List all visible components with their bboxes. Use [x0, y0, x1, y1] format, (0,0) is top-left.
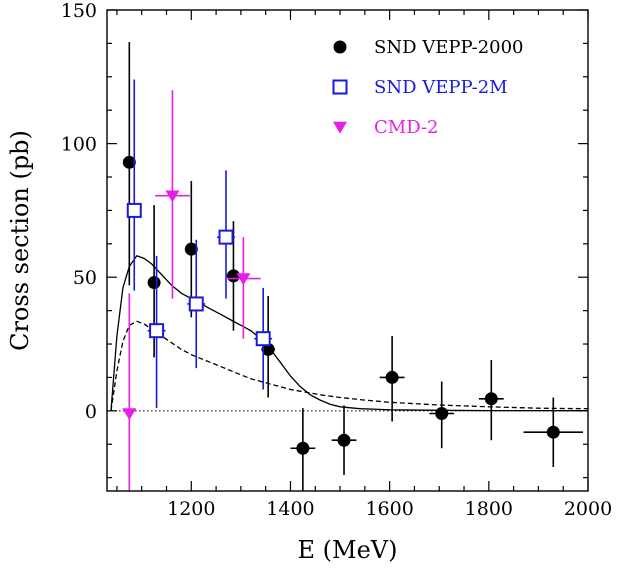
- series-2: [122, 90, 261, 491]
- x-tick-label: 1200: [167, 498, 215, 520]
- data-point: [484, 392, 498, 406]
- plot-frame: [106, 9, 589, 492]
- data-point: [296, 441, 310, 455]
- curve-solid: [110, 255, 589, 412]
- data-point: [236, 273, 251, 286]
- axes: 0 50 100 150 1200 1400 1600 1800 2000 E (MeV) Cros…: [6, 0, 612, 564]
- data-point: [218, 229, 234, 245]
- legend-marker: [333, 40, 347, 54]
- legend: SND VEPP-2000 SND VEPP-2M CMD-2: [332, 37, 524, 138]
- x-tick-label: 2000: [564, 498, 612, 520]
- legend-marker: [333, 121, 347, 134]
- legend-label: SND VEPP-2000: [374, 37, 524, 58]
- x-tick-label: 1600: [365, 498, 413, 520]
- legend-label: SND VEPP-2M: [374, 77, 508, 98]
- data-point: [435, 407, 449, 421]
- series-0: [122, 42, 584, 491]
- data-point: [165, 190, 180, 203]
- data-point: [149, 323, 165, 339]
- data-point: [184, 242, 198, 256]
- curve-dashed: [110, 320, 589, 411]
- data-point: [122, 155, 136, 169]
- plot-area: [107, 42, 589, 491]
- data-point: [122, 408, 137, 421]
- data-point: [385, 370, 399, 384]
- series-1: [126, 79, 273, 409]
- data-point: [255, 331, 271, 347]
- y-tick-label: 50: [73, 267, 97, 289]
- data-point: [188, 296, 204, 312]
- legend-marker: [332, 79, 348, 95]
- legend-label: CMD-2: [374, 117, 439, 138]
- y-tick-label: 100: [61, 134, 97, 156]
- data-point: [337, 433, 351, 447]
- data-point: [147, 276, 161, 290]
- data-point: [546, 425, 560, 439]
- y-axis-title: Cross section (pb): [6, 130, 34, 351]
- x-tick-label: 1800: [465, 498, 513, 520]
- x-tick-label: 1400: [266, 498, 314, 520]
- y-tick-label: 0: [85, 401, 97, 423]
- x-axis-title: E (MeV): [298, 536, 398, 564]
- y-tick-label: 150: [61, 0, 97, 22]
- data-point: [126, 202, 142, 218]
